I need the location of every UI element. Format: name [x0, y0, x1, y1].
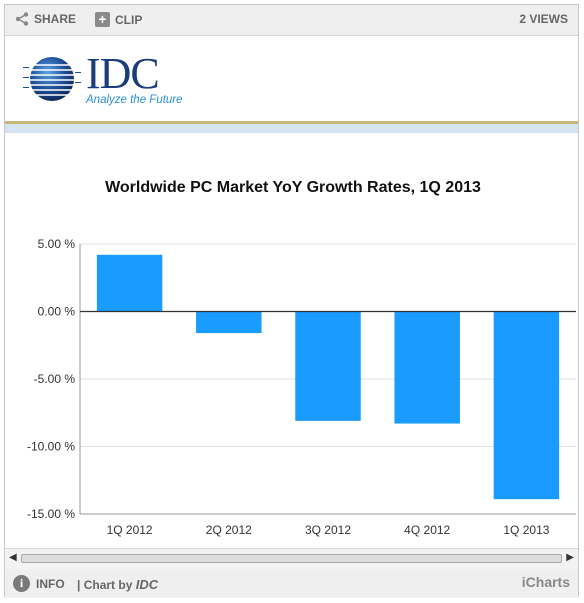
x-tick-label: 1Q 2013	[503, 523, 549, 537]
bar-chart: Worldwide PC Market YoY Growth Rates, 1Q…	[27, 179, 576, 537]
scroll-left-arrow-icon[interactable]: ◀	[9, 552, 17, 563]
x-tick-label: 1Q 2012	[107, 523, 153, 537]
info-icon[interactable]: i	[13, 575, 30, 592]
scroll-right-arrow-icon[interactable]: ▶	[566, 552, 574, 563]
logo-brand: IDC	[86, 49, 160, 98]
y-tick-label: 5.00 %	[38, 237, 76, 251]
chart-by-brand: IDC	[135, 577, 159, 592]
horizontal-scrollbar[interactable]: ◀ ▶	[5, 548, 578, 570]
clip-label: CLIP	[115, 12, 143, 27]
globe-icon	[23, 57, 81, 101]
divider-blue	[5, 124, 578, 133]
chart-title: Worldwide PC Market YoY Growth Rates, 1Q…	[105, 179, 481, 196]
bar[interactable]	[493, 311, 560, 500]
idc-logo: IDC Analyze the Future	[23, 49, 203, 110]
y-tick-label: 0.00 %	[38, 305, 76, 319]
share-label: SHARE	[34, 12, 77, 26]
widget-toolbar: SHARE + CLIP 2 VIEWS	[5, 5, 578, 36]
scroll-thumb[interactable]	[21, 554, 562, 563]
x-tick-label: 2Q 2012	[206, 523, 252, 537]
x-tick-label: 4Q 2012	[404, 523, 450, 537]
bar[interactable]	[394, 311, 460, 424]
share-icon	[15, 12, 29, 26]
y-tick-label: -5.00 %	[34, 372, 76, 386]
chart-by-prefix: | Chart by	[77, 578, 136, 592]
logo-tagline: Analyze the Future	[86, 94, 183, 106]
y-tick-label: -15.00 %	[27, 507, 75, 521]
share-button[interactable]: SHARE	[15, 12, 76, 26]
clip-button[interactable]: + CLIP	[95, 12, 142, 27]
info-link[interactable]: INFO	[36, 577, 65, 591]
widget-footer: i INFO | Chart by IDC iCharts	[5, 569, 578, 598]
header-logo-area: IDC Analyze the Future	[5, 36, 578, 121]
bar[interactable]	[196, 311, 262, 334]
y-tick-label: -10.00 %	[27, 440, 75, 454]
view-count: 2 VIEWS	[519, 12, 568, 26]
x-tick-label: 3Q 2012	[305, 523, 351, 537]
bar[interactable]	[96, 254, 163, 312]
divider-gold	[5, 121, 578, 124]
icharts-logo[interactable]: iCharts	[521, 574, 570, 590]
bar[interactable]	[295, 311, 361, 421]
plus-icon: +	[95, 12, 110, 27]
chart-by-credit: | Chart by IDC	[77, 577, 158, 592]
chart-widget: SHARE + CLIP 2 VIEWS	[4, 4, 579, 598]
